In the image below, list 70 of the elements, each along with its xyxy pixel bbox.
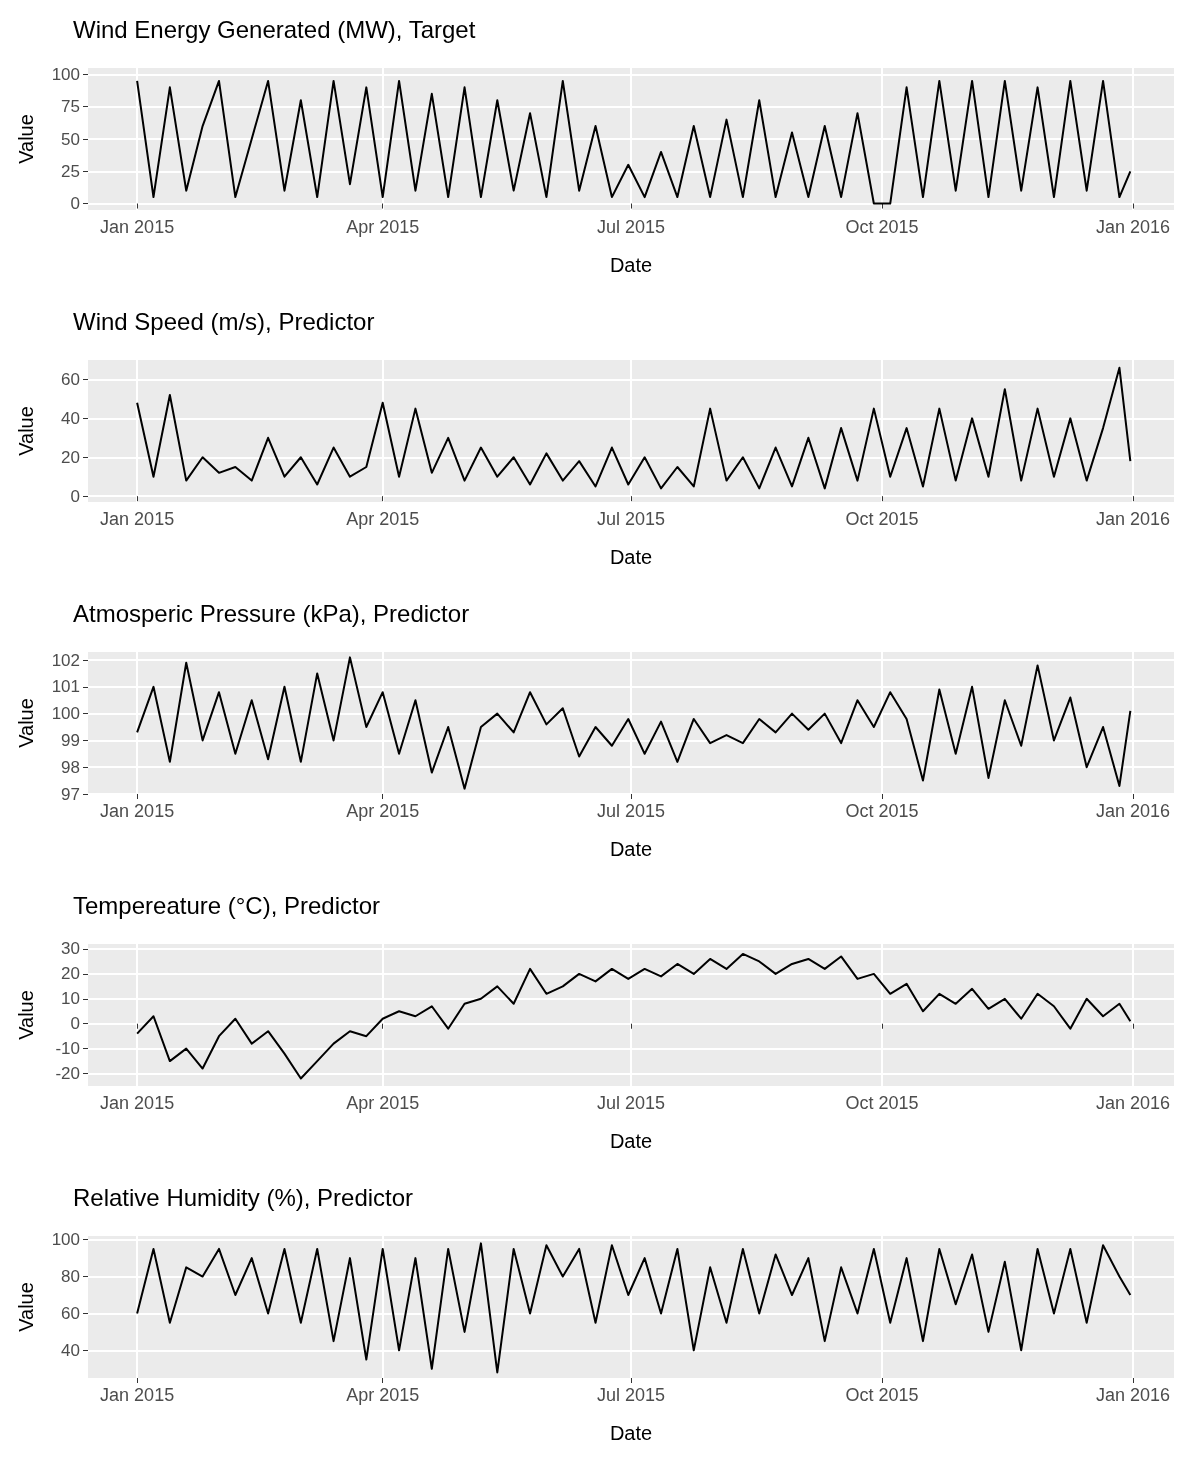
y-tick-label: 98 <box>61 757 80 777</box>
x-tick-label: Jan 2015 <box>100 217 175 237</box>
x-tick-label: Jul 2015 <box>596 801 666 821</box>
y-axis-title: Value <box>15 1282 37 1332</box>
x-tick-label: Oct 2015 <box>845 1385 919 1405</box>
x-tick-label: Oct 2015 <box>845 1093 919 1113</box>
x-tick-label: Jan 2015 <box>100 1093 175 1113</box>
y-tick-label: 40 <box>61 408 80 428</box>
y-tick-label: -20 <box>55 1064 80 1084</box>
line-series <box>136 1242 1132 1374</box>
x-tick-label: Jan 2016 <box>1096 801 1171 821</box>
x-tick-label: Apr 2015 <box>346 1385 420 1405</box>
y-tick-label: 20 <box>61 964 80 984</box>
chart-title: Atmosperic Pressure (kPa), Predictor <box>73 599 470 627</box>
y-tick-label: 100 <box>51 704 80 724</box>
y-tick-label: -10 <box>55 1039 80 1059</box>
x-tick-label: Apr 2015 <box>346 509 420 529</box>
y-tick-label: 40 <box>61 1340 80 1360</box>
x-tick-label: Jan 2015 <box>100 1385 175 1405</box>
x-tick-label: Jan 2015 <box>100 801 175 821</box>
y-tick-label: 101 <box>51 677 80 697</box>
y-axis-title: Value <box>15 990 37 1040</box>
x-tick-label: Jan 2016 <box>1096 217 1171 237</box>
x-tick-label: Oct 2015 <box>845 509 919 529</box>
x-axis-title: Date <box>609 1130 653 1152</box>
y-tick-label: 60 <box>61 1303 80 1323</box>
y-tick-label: 50 <box>61 129 80 149</box>
x-axis-title: Date <box>609 1422 653 1444</box>
chart-title: Wind Speed (m/s), Predictor <box>73 307 375 335</box>
x-tick-label: Apr 2015 <box>346 217 420 237</box>
chart-title: Tempereature (°C), Predictor <box>73 891 381 919</box>
y-axis-title: Value <box>15 114 37 164</box>
line-series <box>136 952 1132 1080</box>
chart-title: Wind Energy Generated (MW), Target <box>73 15 476 43</box>
x-tick-label: Jan 2016 <box>1096 509 1171 529</box>
y-axis-title: Value <box>15 406 37 456</box>
y-tick-label: 102 <box>51 650 80 670</box>
x-axis-title: Date <box>609 838 653 860</box>
y-tick-label: 10 <box>61 989 80 1009</box>
x-tick-label: Jul 2015 <box>596 1385 666 1405</box>
y-tick-label: 0 <box>70 1014 80 1034</box>
x-axis-title: Date <box>609 546 653 568</box>
line-series <box>136 79 1132 205</box>
x-tick-label: Jan 2016 <box>1096 1093 1171 1113</box>
x-tick-label: Oct 2015 <box>845 801 919 821</box>
x-tick-label: Jul 2015 <box>596 509 666 529</box>
line-series <box>136 656 1132 790</box>
x-tick-label: Jan 2015 <box>100 509 175 529</box>
y-tick-label: 100 <box>51 1230 80 1250</box>
x-tick-label: Oct 2015 <box>845 217 919 237</box>
x-tick-label: Jan 2016 <box>1096 1385 1171 1405</box>
line-series <box>136 366 1132 490</box>
x-tick-label: Apr 2015 <box>346 801 420 821</box>
x-tick-label: Jul 2015 <box>596 217 666 237</box>
y-tick-label: 100 <box>51 64 80 84</box>
x-tick-label: Apr 2015 <box>346 1093 420 1113</box>
chart-title: Relative Humidity (%), Predictor <box>73 1183 414 1211</box>
x-tick-label: Jul 2015 <box>596 1093 666 1113</box>
y-tick-label: 20 <box>61 447 80 467</box>
y-axis-title: Value <box>15 698 37 748</box>
y-tick-label: 0 <box>70 194 80 214</box>
y-tick-label: 75 <box>61 97 80 117</box>
y-tick-label: 97 <box>61 784 80 804</box>
y-tick-label: 60 <box>61 369 80 389</box>
y-tick-label: 0 <box>70 486 80 506</box>
y-tick-label: 25 <box>61 161 80 181</box>
y-tick-label: 80 <box>61 1267 80 1287</box>
y-tick-label: 30 <box>61 939 80 959</box>
y-tick-label: 99 <box>61 730 80 750</box>
x-axis-title: Date <box>609 254 653 276</box>
